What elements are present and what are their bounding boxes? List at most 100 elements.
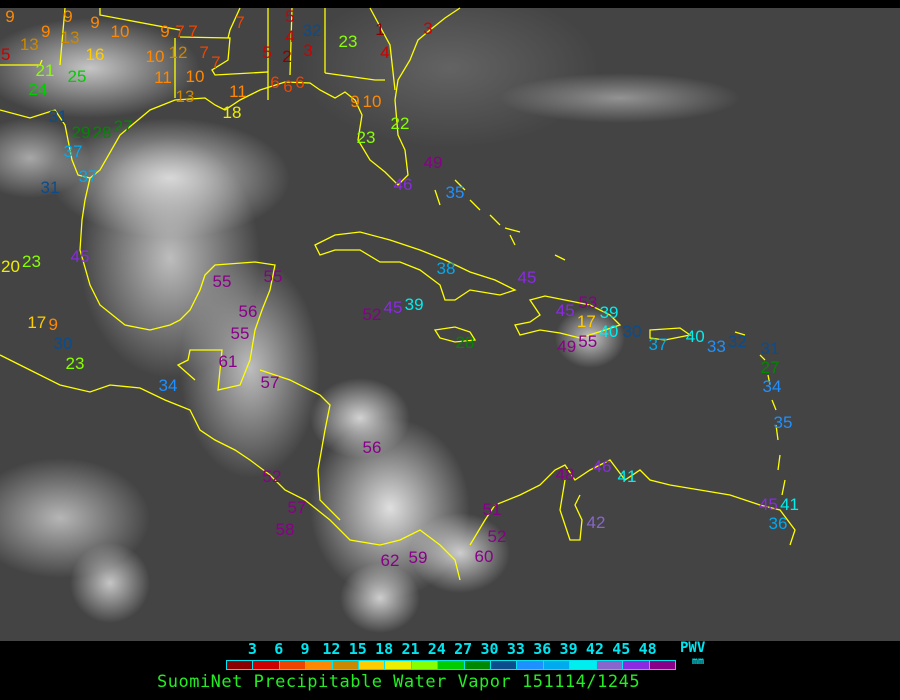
station-pwv-value: 60 <box>474 546 494 566</box>
legend-tick-label: 24 <box>427 640 446 658</box>
station-pwv-value: 34 <box>158 375 178 395</box>
station-pwv-value: 59 <box>408 547 428 567</box>
station-pwv-value: 4 <box>285 26 295 46</box>
station-pwv-value: 5 <box>285 7 295 26</box>
legend-tick-label: 39 <box>559 640 578 658</box>
station-pwv-value: 17 <box>576 312 596 332</box>
station-pwv-value: 4 <box>380 42 390 62</box>
station-pwv-value: 31 <box>48 106 68 126</box>
station-pwv-value: 30 <box>53 334 73 354</box>
station-pwv-value: 58 <box>275 519 295 539</box>
station-pwv-value: 39 <box>599 302 619 322</box>
station-pwv-value: 27 <box>113 116 133 136</box>
color-bin <box>570 661 597 669</box>
color-bin <box>438 661 465 669</box>
color-bin <box>411 661 439 669</box>
station-pwv-value: 45 <box>70 246 90 266</box>
station-pwv-value: 13 <box>60 27 80 47</box>
legend-tick-label: 42 <box>585 640 604 658</box>
lesser-antilles-islands <box>734 331 786 496</box>
color-bin <box>359 661 386 669</box>
color-bin <box>253 661 280 669</box>
station-pwv-value: 32 <box>727 331 747 351</box>
station-pwv-value: 46 <box>592 456 612 476</box>
station-pwv-value: 45 <box>517 267 537 287</box>
station-pwv-value: 9 <box>160 21 170 41</box>
station-pwv-value: 9 <box>48 314 58 334</box>
station-pwv-value: 39 <box>404 294 424 314</box>
central-america-coast <box>0 354 796 581</box>
station-pwv-value: 23 <box>21 251 41 271</box>
station-pwv-value: 23 <box>338 31 358 51</box>
station-pwv-value: 35 <box>773 412 793 432</box>
station-pwv-value: 56 <box>362 437 382 457</box>
station-pwv-value: 37 <box>648 334 668 354</box>
station-pwv-value: 28 <box>455 332 475 352</box>
station-pwv-value: 46 <box>393 174 413 194</box>
station-pwv-value: 1 <box>375 19 385 39</box>
station-pwv-value: 25 <box>67 66 87 86</box>
station-pwv-value: 7 <box>188 21 198 41</box>
station-pwv-value: 45 <box>758 494 778 514</box>
color-bin <box>596 661 624 669</box>
station-pwv-value: 53 <box>578 292 598 312</box>
station-pwv-value: 48 <box>555 464 575 484</box>
station-pwv-value: 10 <box>145 46 165 66</box>
station-pwv-value: 40 <box>685 326 705 346</box>
station-pwv-value: 56 <box>238 301 258 321</box>
color-bin <box>649 661 675 669</box>
pwv-color-bar <box>226 660 676 670</box>
station-pwv-value: 23 <box>65 353 85 373</box>
station-pwv-value: 10 <box>362 91 382 111</box>
station-pwv-value: 7 <box>235 12 245 32</box>
legend-tick-label: 15 <box>348 640 367 658</box>
station-pwv-value: 49 <box>423 152 443 172</box>
station-pwv-value: 10 <box>185 66 205 86</box>
station-pwv-value: 52 <box>262 466 282 486</box>
mexico-gulf-coastline <box>79 177 276 391</box>
station-pwv-value: 55 <box>263 266 283 286</box>
station-pwv-value: 35 <box>445 182 465 202</box>
station-pwv-value: 62 <box>380 550 400 570</box>
station-pwv-value: 9 <box>5 7 15 26</box>
station-pwv-value: 11 <box>154 67 172 87</box>
station-pwv-value: 31 <box>760 338 780 358</box>
hispaniola-coastline <box>514 295 622 339</box>
station-pwv-value: 40 <box>599 322 619 342</box>
color-bin <box>385 661 412 669</box>
station-pwv-value: 45 <box>383 297 403 317</box>
cuba-coastline <box>314 231 517 301</box>
station-pwv-value: 12 <box>168 42 188 62</box>
legend-tick-label: 27 <box>454 640 473 658</box>
station-pwv-value: 45 <box>555 300 575 320</box>
station-pwv-value: 51 <box>482 499 502 519</box>
station-pwv-value: 9 <box>90 12 100 32</box>
station-pwv-value: 28 <box>92 122 112 142</box>
station-pwv-value: 49 <box>557 336 577 356</box>
station-pwv-value: 37 <box>63 141 83 161</box>
station-pwv-value: 9 <box>350 91 360 111</box>
station-pwv-value: 34 <box>762 376 782 396</box>
color-bin <box>332 661 360 669</box>
image-caption: SuomiNet Precipitable Water Vapor 151114… <box>157 672 641 692</box>
legend-tick-label: 12 <box>322 640 341 658</box>
color-bin <box>491 661 518 669</box>
coastline-overlay <box>0 7 796 581</box>
station-pwv-value: 9 <box>63 7 73 26</box>
legend-quantity-label: PWV <box>680 640 706 656</box>
station-pwv-value: 11 <box>229 81 247 101</box>
station-pwv-value: 52 <box>487 527 507 547</box>
station-pwv-value: 23 <box>356 127 376 147</box>
station-pwv-value: 61 <box>218 351 238 371</box>
satellite-water-vapor-image <box>0 8 900 641</box>
station-pwv-value: 9 <box>40 21 51 41</box>
station-pwv-value: 7 <box>199 42 209 62</box>
bahamas-islands <box>434 179 566 261</box>
legend-tick-label: 48 <box>638 640 657 658</box>
station-pwv-value: 10 <box>110 21 130 41</box>
station-pwv-value: 42 <box>586 512 606 532</box>
station-pwv-value: 7 <box>175 21 185 41</box>
station-pwv-value: 24 <box>28 80 48 100</box>
station-pwv-value: 32 <box>302 21 322 41</box>
